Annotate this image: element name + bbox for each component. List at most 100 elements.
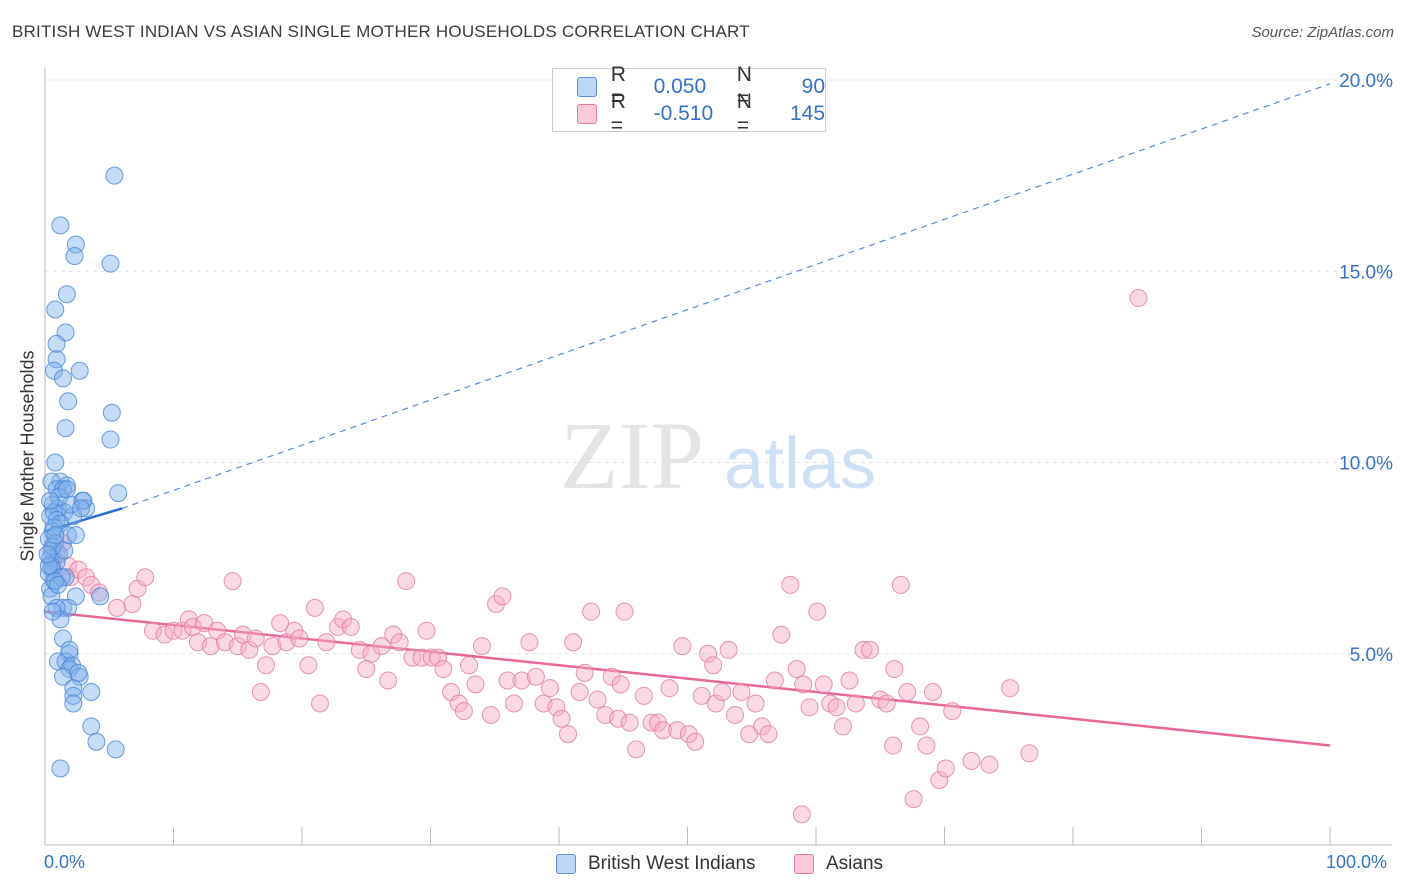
point-asian <box>228 637 247 656</box>
point-asian <box>240 640 259 659</box>
point-british-west-indian <box>91 587 110 606</box>
stats-legend: R = 0.050 N = 90 R = -0.510 N = 145 <box>552 63 826 137</box>
point-british-west-indian <box>69 663 88 682</box>
legend-n-label: N = <box>736 63 752 110</box>
point-british-west-indian <box>51 216 70 235</box>
point-asian <box>526 667 545 686</box>
point-asian <box>334 610 353 629</box>
point-asian <box>379 671 398 690</box>
point-british-west-indian <box>60 660 79 679</box>
point-british-west-indian <box>42 587 61 606</box>
point-asian <box>962 751 981 770</box>
point-british-west-indian <box>47 334 66 353</box>
legend-r-label: R = <box>610 63 626 110</box>
legend-row-asians: R = -0.510 N = 145 <box>577 90 825 137</box>
point-asian <box>808 602 827 621</box>
point-british-west-indian <box>87 732 106 751</box>
point-british-west-indian <box>101 254 120 273</box>
point-asian <box>765 671 784 690</box>
point-asian <box>582 602 601 621</box>
point-asian <box>781 575 800 594</box>
point-asian <box>943 702 962 721</box>
point-asian <box>547 698 566 717</box>
point-asian <box>726 705 745 724</box>
point-asian <box>732 683 751 701</box>
trend-line-british-west-indians-extended <box>121 83 1331 509</box>
trend-line-asians <box>44 610 1331 747</box>
point-asian <box>686 732 705 751</box>
data-points <box>38 166 1148 824</box>
point-british-west-indian <box>46 300 65 319</box>
x-tick-max: 100.0% <box>1326 852 1388 872</box>
point-asian <box>611 675 630 694</box>
bottom-legend-british-west-indians: British West Indians <box>556 852 756 876</box>
legend-r-value: -0.510 <box>653 102 714 125</box>
point-asian <box>814 675 833 694</box>
axes <box>44 68 1392 846</box>
point-asian <box>699 644 718 663</box>
point-asian <box>713 683 732 701</box>
point-asian <box>341 617 360 636</box>
point-asian <box>1129 289 1148 308</box>
point-asian <box>792 805 811 824</box>
point-asian <box>372 637 391 656</box>
legend-n-value: 90 <box>801 75 826 98</box>
point-asian <box>520 633 539 652</box>
legend-r-value: 0.050 <box>653 75 707 98</box>
point-asian <box>833 717 852 736</box>
point-british-west-indian <box>56 419 75 438</box>
bottom-legend-swatch-blue <box>556 854 576 874</box>
point-asian <box>429 648 448 667</box>
point-asian <box>246 629 265 648</box>
point-asian <box>481 705 500 724</box>
point-asian <box>310 694 329 713</box>
point-asian <box>263 637 282 656</box>
point-british-west-indian <box>82 683 101 701</box>
point-asian <box>498 671 517 690</box>
y-tick-label: 10.0% <box>1339 454 1393 475</box>
point-british-west-indian <box>53 369 72 388</box>
point-asian <box>123 595 142 614</box>
point-asian <box>201 637 220 656</box>
point-asian <box>877 694 896 713</box>
point-british-west-indian <box>53 667 72 686</box>
point-british-west-indian <box>66 235 85 254</box>
point-asian <box>299 656 318 675</box>
point-british-west-indian <box>66 526 85 545</box>
point-asian <box>350 640 369 659</box>
point-asian <box>290 629 309 648</box>
legend-swatch-blue <box>577 77 597 97</box>
point-asian <box>980 755 999 774</box>
grid-lines <box>45 79 1392 655</box>
point-british-west-indian <box>39 556 58 575</box>
y-tick-label: 15.0% <box>1339 262 1393 283</box>
point-british-west-indian <box>55 541 74 560</box>
point-asian <box>472 637 491 656</box>
point-asian <box>904 790 923 809</box>
point-british-west-indian <box>65 246 84 265</box>
point-asian <box>936 759 955 778</box>
point-asian <box>136 568 155 587</box>
point-asian <box>917 736 936 755</box>
bottom-legend-asians: Asians <box>794 852 883 876</box>
point-asian <box>660 679 679 698</box>
point-asian <box>223 572 242 591</box>
point-asian <box>588 690 607 709</box>
point-asian <box>251 683 270 701</box>
point-british-west-indian <box>106 740 125 759</box>
point-asian <box>390 633 409 652</box>
point-asian <box>860 640 879 659</box>
point-asian <box>558 725 577 744</box>
bottom-legend-label: British West Indians <box>588 853 756 874</box>
point-asian <box>397 572 416 591</box>
point-asian <box>1001 679 1020 698</box>
point-british-west-indian <box>102 403 121 422</box>
point-asian <box>615 602 634 621</box>
legend-r-label: R = <box>610 90 626 137</box>
point-asian <box>305 598 324 617</box>
legend-row-british-west-indians: R = 0.050 N = 90 <box>577 63 826 110</box>
point-british-west-indian <box>59 392 78 411</box>
point-asian <box>505 694 524 713</box>
point-british-west-indian <box>70 361 89 380</box>
point-asian <box>1020 744 1039 763</box>
